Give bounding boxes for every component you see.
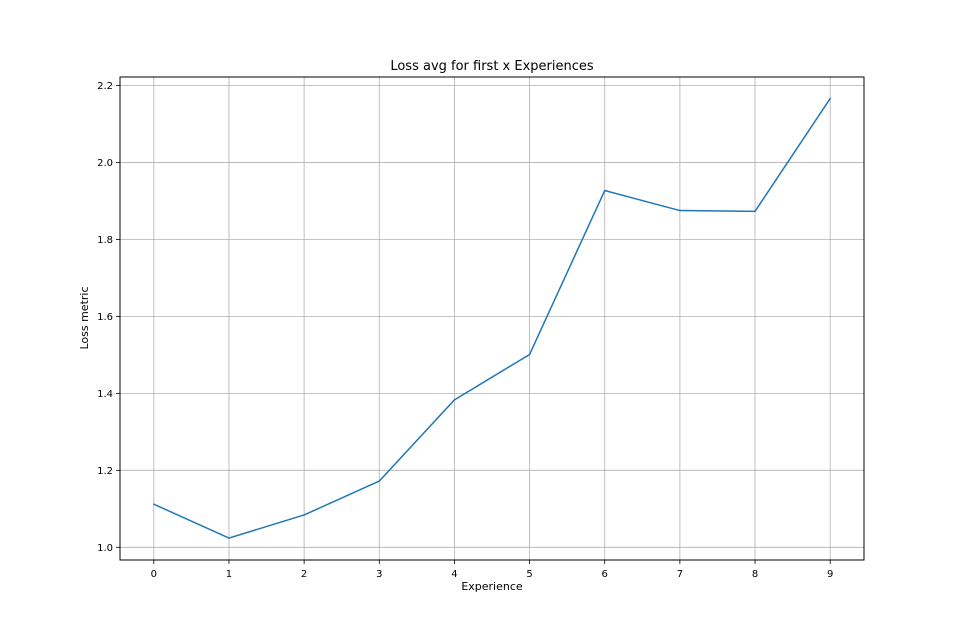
x-axis-label: Experience bbox=[461, 580, 523, 593]
y-axis-ticks: 1.0 1.2 1.4 1.6 1.8 2.0 2.2 bbox=[97, 81, 120, 554]
data-point bbox=[153, 503, 155, 505]
data-point bbox=[528, 353, 531, 356]
x-tick-label: 6 bbox=[602, 569, 608, 580]
data-point bbox=[303, 514, 305, 516]
x-tick-label: 5 bbox=[526, 569, 532, 580]
y-tick-label: 2.2 bbox=[97, 81, 113, 92]
data-point bbox=[228, 537, 230, 539]
x-axis-ticks: 0 1 2 3 4 5 6 7 8 9 bbox=[151, 560, 833, 580]
data-point bbox=[453, 399, 456, 401]
plot-frame bbox=[119, 76, 865, 561]
data-point bbox=[754, 210, 756, 213]
y-tick-label: 2.0 bbox=[97, 158, 113, 169]
y-tick-label: 1.2 bbox=[97, 466, 113, 477]
x-tick-label: 9 bbox=[827, 569, 833, 580]
x-tick-label: 1 bbox=[226, 569, 232, 580]
data-point bbox=[378, 480, 381, 482]
x-tick-label: 2 bbox=[301, 569, 307, 580]
series-layer bbox=[153, 97, 831, 539]
y-tick-label: 1.0 bbox=[97, 543, 113, 554]
data-point bbox=[679, 209, 681, 212]
y-tick-label: 1.4 bbox=[97, 389, 113, 400]
grid-lines bbox=[120, 77, 864, 560]
x-tick-label: 8 bbox=[752, 569, 758, 580]
y-axis-label: Loss metric bbox=[78, 286, 91, 349]
y-tick-label: 1.8 bbox=[97, 235, 113, 246]
x-tick-label: 0 bbox=[151, 569, 157, 580]
series-line bbox=[153, 98, 831, 539]
data-point bbox=[603, 189, 606, 192]
y-tick-label: 1.6 bbox=[97, 312, 113, 323]
chart-title: Loss avg for first x Experiences bbox=[390, 59, 594, 74]
x-tick-label: 3 bbox=[376, 569, 382, 580]
data-point bbox=[829, 97, 831, 100]
x-tick-label: 4 bbox=[451, 569, 457, 580]
x-tick-label: 7 bbox=[677, 569, 683, 580]
